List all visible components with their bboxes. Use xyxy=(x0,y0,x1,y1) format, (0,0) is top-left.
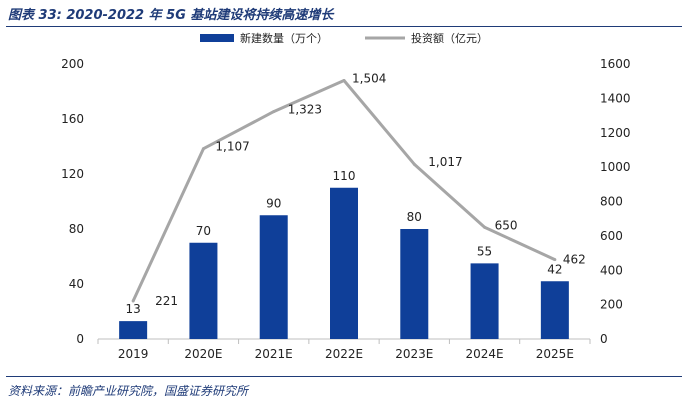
legend-bar-swatch xyxy=(200,34,234,42)
bar-value-label: 90 xyxy=(266,196,281,210)
line-point xyxy=(272,110,276,114)
line-value-label: 221 xyxy=(155,294,178,308)
bar xyxy=(189,242,218,339)
line-value-label: 650 xyxy=(495,218,518,232)
line-point xyxy=(412,162,416,166)
right-tick-label: 600 xyxy=(600,229,623,243)
right-tick-label: 1600 xyxy=(600,57,631,71)
bar-value-label: 80 xyxy=(407,210,422,224)
line-series xyxy=(131,79,557,303)
x-axis: 2019 2020E 2021E 2022E 2023E 2024E 2025E xyxy=(97,338,591,361)
bar-value-label: 70 xyxy=(196,224,211,238)
bar-value-label: 42 xyxy=(547,262,562,276)
bottom-rule xyxy=(6,376,682,377)
x-tick-label: 2021E xyxy=(255,347,293,361)
bar xyxy=(119,321,148,339)
bar xyxy=(400,229,429,339)
bar xyxy=(330,187,358,339)
left-tick-label: 200 xyxy=(61,57,84,71)
line-point xyxy=(131,299,135,303)
line-point xyxy=(553,258,557,262)
bar-value-label: 13 xyxy=(126,302,141,316)
line-value-label: 462 xyxy=(563,253,586,267)
figure-source: 资料来源：前瞻产业研究院，国盛证券研究所 xyxy=(8,384,249,398)
data-labels: 13 70 90 110 80 55 42 221 1,107 1,323 1,504 1,017 65… xyxy=(126,72,586,317)
line-point xyxy=(483,225,487,229)
line-value-label: 1,504 xyxy=(352,72,386,86)
right-tick-label: 800 xyxy=(600,195,623,209)
figure-title: 图表 33: 2020-2022 年 5G 基站建设将持续高速增长 xyxy=(8,8,334,23)
x-tick-label: 2022E xyxy=(325,347,363,361)
left-axis: 0 40 80 120 160 200 xyxy=(61,57,84,346)
x-tick-label: 2024E xyxy=(466,347,504,361)
right-tick-label: 1200 xyxy=(600,126,631,140)
left-tick-label: 120 xyxy=(61,167,84,181)
right-tick-label: 1000 xyxy=(600,160,631,174)
bar xyxy=(540,281,569,339)
bar-value-label: 110 xyxy=(333,169,356,183)
right-axis: 0 200 400 600 800 1000 1200 1400 1600 xyxy=(600,57,631,346)
bar-series xyxy=(119,187,569,339)
line-value-label: 1,017 xyxy=(428,155,462,169)
left-tick-label: 0 xyxy=(76,332,84,346)
right-tick-label: 1400 xyxy=(600,91,631,105)
bar xyxy=(259,215,288,339)
legend-line-label: 投资额（亿元） xyxy=(411,31,488,45)
line-value-label: 1,107 xyxy=(215,140,249,154)
x-tick-label: 2023E xyxy=(395,347,433,361)
top-rule xyxy=(6,26,682,27)
line-point xyxy=(201,147,205,151)
left-tick-label: 40 xyxy=(69,277,84,291)
left-tick-label: 80 xyxy=(69,222,84,236)
combo-chart: 新建数量（万个） 投资额（亿元） 0 40 80 120 160 200 0 200 400 60… xyxy=(61,31,631,361)
bar xyxy=(470,263,499,339)
legend: 新建数量（万个） 投资额（亿元） xyxy=(200,31,488,45)
line-value-label: 1,323 xyxy=(288,103,322,117)
line-point xyxy=(342,79,346,82)
x-tick-label: 2020E xyxy=(184,347,222,361)
right-tick-label: 200 xyxy=(600,298,623,312)
right-tick-label: 400 xyxy=(600,263,623,277)
x-tick-label: 2025E xyxy=(536,347,574,361)
x-tick-label: 2019 xyxy=(118,347,149,361)
right-tick-label: 0 xyxy=(600,332,608,346)
bar-value-label: 55 xyxy=(477,244,492,258)
left-tick-label: 160 xyxy=(61,112,84,126)
legend-bar-label: 新建数量（万个） xyxy=(240,31,328,45)
